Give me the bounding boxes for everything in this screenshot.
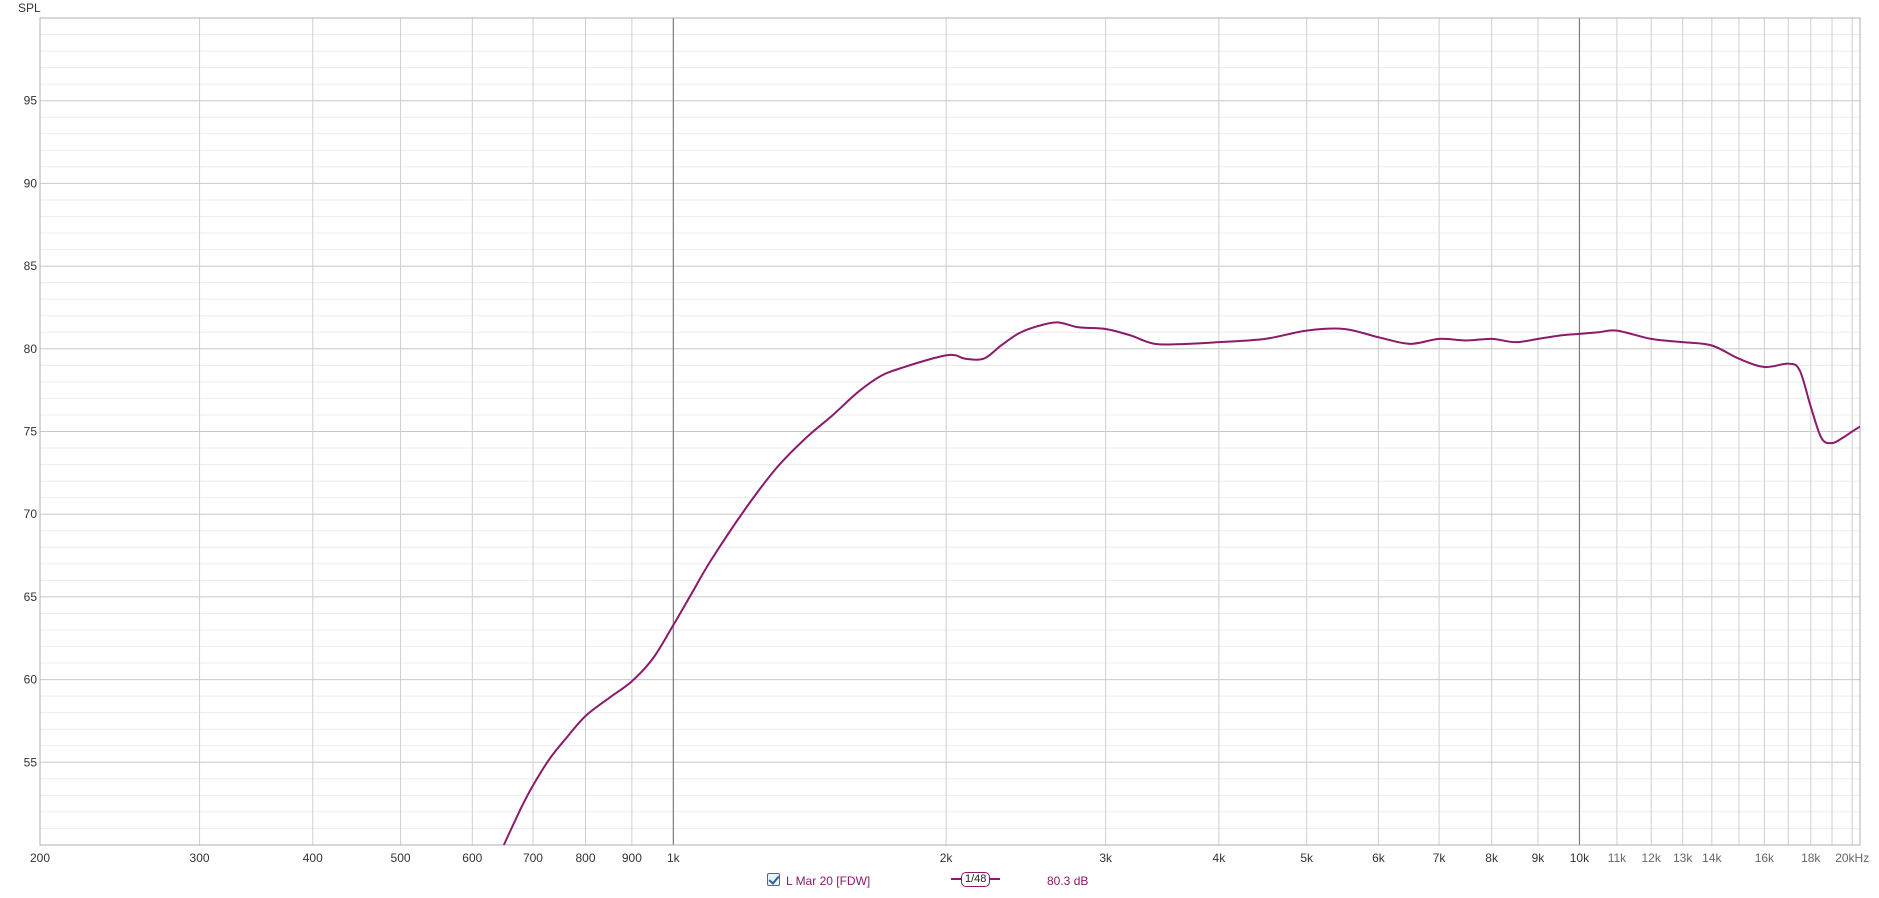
x-tick-label: 10k bbox=[1570, 851, 1590, 865]
y-tick-label: 85 bbox=[24, 259, 38, 273]
series-visibility-checkbox[interactable] bbox=[767, 873, 780, 886]
legend-line-left bbox=[951, 878, 961, 880]
x-tick-label: 800 bbox=[576, 851, 596, 865]
y-tick-label: 55 bbox=[24, 755, 38, 769]
x-tick-label: 14k bbox=[1702, 851, 1722, 865]
x-tick-label: 20kHz bbox=[1835, 851, 1869, 865]
chart-grid bbox=[39, 17, 1860, 846]
x-tick-label: 3k bbox=[1099, 851, 1113, 865]
series-group bbox=[502, 321, 1860, 845]
smoothing-indicator[interactable]: 1/48 bbox=[951, 871, 1001, 887]
x-tick-label: 300 bbox=[190, 851, 210, 865]
x-tick-label: 5k bbox=[1300, 851, 1314, 865]
x-tick-label: 600 bbox=[462, 851, 482, 865]
x-tick-label: 13k bbox=[1673, 851, 1693, 865]
x-tick-label: 12k bbox=[1642, 851, 1662, 865]
y-tick-label: 95 bbox=[24, 94, 38, 108]
x-tick-label: 1k bbox=[667, 851, 681, 865]
y-tick-label: 80 bbox=[24, 342, 38, 356]
x-tick-label: 6k bbox=[1372, 851, 1386, 865]
x-tick-label: 18k bbox=[1801, 851, 1821, 865]
x-tick-label: 700 bbox=[523, 851, 543, 865]
legend-series-name[interactable]: L Mar 20 [FDW] bbox=[786, 874, 871, 888]
y-tick-label: 75 bbox=[24, 425, 38, 439]
x-tick-label: 900 bbox=[622, 851, 642, 865]
y-tick-label: 70 bbox=[24, 507, 38, 521]
x-tick-label: 2k bbox=[940, 851, 954, 865]
x-tick-label: 500 bbox=[391, 851, 411, 865]
x-tick-label: 11k bbox=[1608, 851, 1627, 865]
legend-value: 80.3 dB bbox=[1047, 874, 1089, 888]
x-tick-labels: 200 300 400 500 600 700 800 900 1k 2k 3k 4k 5k 6k 7k 8k… bbox=[30, 851, 1869, 865]
x-tick-label: 4k bbox=[1213, 851, 1227, 865]
x-tick-label: 9k bbox=[1532, 851, 1546, 865]
x-tick-label: 16k bbox=[1755, 851, 1775, 865]
legend-line-right bbox=[990, 878, 1001, 880]
y-tick-label: 60 bbox=[24, 673, 38, 687]
plot-frame bbox=[39, 17, 1861, 846]
y-tick-label: 90 bbox=[24, 176, 38, 190]
series-line bbox=[502, 321, 1860, 845]
x-tick-label: 400 bbox=[303, 851, 323, 865]
x-tick-label: 8k bbox=[1485, 851, 1499, 865]
x-tick-label: 200 bbox=[30, 851, 50, 865]
y-axis-label: SPL bbox=[18, 1, 41, 15]
smoothing-label: 1/48 bbox=[961, 871, 991, 887]
plot-border bbox=[39, 17, 1861, 846]
x-tick-label: 7k bbox=[1433, 851, 1447, 865]
y-tick-labels: 55 60 65 70 75 80 85 90 95 bbox=[24, 94, 38, 770]
y-tick-label: 65 bbox=[24, 590, 38, 604]
